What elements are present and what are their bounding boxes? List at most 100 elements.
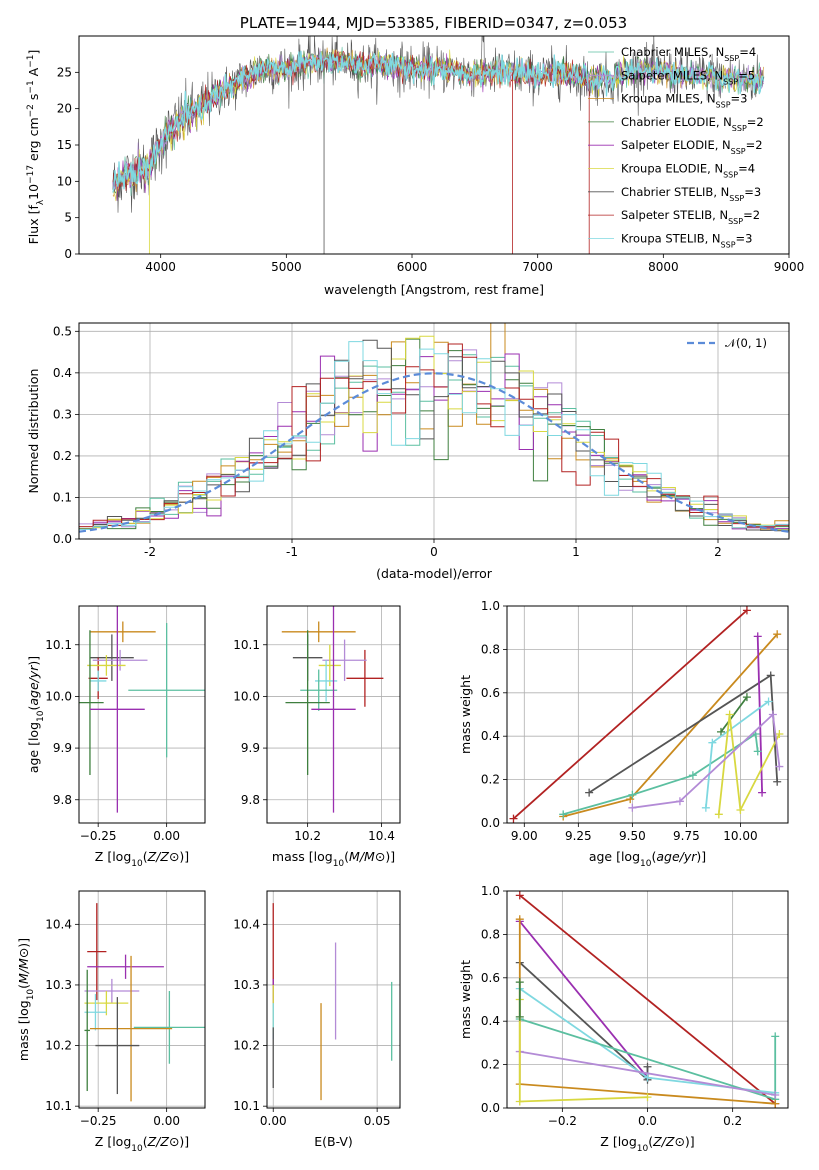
spectrum-series-line <box>112 49 764 202</box>
weight_vs_Z-ytick-label: 0.4 <box>481 1014 500 1028</box>
spectrum-xtick-label: 5000 <box>271 260 302 274</box>
spectrum-ytick-label: 25 <box>57 65 72 79</box>
weight_vs_Z-ytick-label: 1.0 <box>481 884 500 898</box>
weight-marker <box>714 810 723 819</box>
weight_vs_age-xtick-label: 9.00 <box>511 829 538 843</box>
weight-marker <box>766 671 775 680</box>
age_vs_Z-ytick-label: 9.8 <box>53 793 72 807</box>
mass_vs_EBV-marks <box>272 903 393 1101</box>
age-vs-mass-panel: 10.2 10.4 9.8 9.9 10.0 10.1 mass [log10(M/M⊙)] <box>233 605 401 869</box>
weight_vs_age-ytick-label: 0.0 <box>481 816 500 830</box>
age_vs_Z-ytick-label: 9.9 <box>53 741 72 755</box>
weight-marker <box>515 1012 524 1021</box>
errorbar-point <box>346 649 384 707</box>
errorbar-point <box>84 991 129 1016</box>
weight_vs_age-xtick-label: 9.50 <box>619 829 646 843</box>
residuals-panel: -2 -1 0 1 2 0.0 0.1 0.2 0.3 0.4 0.5 𝒩(0, 1) (data-mo… <box>26 322 790 581</box>
errorbar-point <box>84 978 140 1004</box>
spectrum-legend: Chabrier MILES, NSSP=4 Salpeter MILES, NS… <box>588 45 764 249</box>
legend-entry: Kroupa ELODIE, NSSP=4 <box>621 162 755 180</box>
mass_vs_Z-xtick-label: −0.25 <box>80 1114 117 1128</box>
weight_vs_Z-xtick-label: −0.2 <box>548 1114 577 1128</box>
legend-entry: Salpeter MILES, NSSP=5 <box>621 68 755 86</box>
weight-marker <box>758 788 767 797</box>
mass_vs_Z-ytick-label: 10.4 <box>45 917 72 931</box>
residuals-ytick-label: 0.0 <box>53 532 72 546</box>
legend-entry: Salpeter STELIB, NSSP=2 <box>621 208 760 226</box>
normal-reference-curve <box>79 372 789 533</box>
weight_vs_age-ytick-label: 0.6 <box>481 686 500 700</box>
spectrum-series-line <box>112 50 765 193</box>
age_vs_mass-ytick-label: 10.0 <box>233 689 260 703</box>
weight_vs_Z-marks <box>515 891 780 1108</box>
spectrum-xtick-label: 8000 <box>648 260 679 274</box>
errorbar-point <box>92 649 148 671</box>
mass_vs_EBV-ytick-label: 10.4 <box>233 917 260 931</box>
spectrum-xtick-label: 6000 <box>397 260 428 274</box>
errorbar-point <box>89 955 173 1102</box>
weight-vs-metallicity-panel: −0.2 0.0 0.2 0.0 0.2 0.4 0.6 0.8 1.0 Z [log10(Z/Z… <box>458 884 789 1154</box>
errorbar-point <box>89 670 107 692</box>
mass_vs_Z-xlabel: Z [log10(Z/Z⊙)] <box>95 1134 189 1154</box>
spectrum-marks <box>112 36 765 254</box>
weight_vs_Z-xtick-label: 0.2 <box>723 1114 742 1128</box>
weight_vs_Z-ytick-label: 0.8 <box>481 927 500 941</box>
weight-marker <box>771 1099 780 1108</box>
weight-series-line <box>717 714 781 815</box>
age_vs_Z-xtick-label: −0.25 <box>80 829 117 843</box>
weight_vs_age-ylabel: mass weight <box>458 675 473 754</box>
age_vs_mass-xlabel: mass [log10(M/M⊙)] <box>272 849 395 869</box>
weight-marker <box>771 1032 780 1041</box>
weight-marker <box>643 1062 652 1071</box>
weight_vs_age-xlabel: age [log10(age/yr)] <box>589 849 706 869</box>
weight-series-line <box>519 1050 776 1096</box>
mass_vs_Z-ytick-label: 10.1 <box>45 1099 72 1113</box>
age_vs_Z-axes-frame <box>78 605 206 824</box>
legend-entry: Chabrier MILES, NSSP=4 <box>621 45 756 63</box>
weight-marker <box>775 730 784 739</box>
errorbar-point <box>311 606 356 813</box>
weight-marker <box>753 632 762 641</box>
mass_vs_EBV-ytick-label: 10.1 <box>233 1099 260 1113</box>
weight-marker <box>643 1073 652 1082</box>
residuals-ytick-label: 0.2 <box>53 449 72 463</box>
errorbar-point <box>87 655 126 676</box>
spectrum-xtick-label: 4000 <box>145 260 176 274</box>
age_vs_Z-ytick-label: 10.0 <box>45 689 72 703</box>
mass-vs-metallicity-panel: −0.25 0.00 10.1 10.2 10.3 10.4 Z [log10(Z/Z⊙)]… <box>16 890 206 1154</box>
errorbar-point <box>281 621 356 643</box>
weight-marker <box>725 710 734 719</box>
weight-marker <box>628 790 637 799</box>
residuals-ytick-label: 0.3 <box>53 407 72 421</box>
weight_vs_age-ytick-label: 0.4 <box>481 729 500 743</box>
weight-marker <box>742 693 751 702</box>
weight-marker <box>701 803 710 812</box>
weight-marker <box>688 771 697 780</box>
weight-marker <box>773 630 782 639</box>
weight-marker <box>585 788 594 797</box>
errorbar-point <box>87 954 164 979</box>
weight-marker <box>764 697 773 706</box>
errorbar-point <box>300 669 338 711</box>
residuals-xtick-label: 2 <box>714 545 722 559</box>
errorbar-point <box>84 994 107 1031</box>
residuals-xtick-label: 1 <box>572 545 580 559</box>
weight-marker <box>742 606 751 615</box>
weight_vs_Z-xtick-label: 0.0 <box>638 1114 657 1128</box>
weight_vs_Z-ylabel: mass weight <box>458 960 473 1039</box>
errorbar-point <box>89 606 145 813</box>
spectrum-ytick-label: 0 <box>64 247 72 261</box>
legend-entry: Salpeter ELODIE, NSSP=2 <box>621 138 763 156</box>
weight-marker <box>515 891 524 900</box>
weight_vs_Z-ytick-label: 0.2 <box>481 1058 500 1072</box>
weight-marker <box>515 915 524 924</box>
legend-entry: Chabrier ELODIE, NSSP=2 <box>621 115 764 132</box>
spectrum-xtick-label: 7000 <box>522 260 553 274</box>
residuals-xtick-label: -2 <box>144 545 156 559</box>
mass_vs_EBV-xlabel: E(B-V) <box>314 1134 353 1149</box>
weight_vs_age-ytick-label: 1.0 <box>481 599 500 613</box>
mass-vs-extinction-panel: 0.00 0.05 10.1 10.2 10.3 10.4 E(B-V) <box>233 890 401 1149</box>
errorbar-point <box>318 644 341 687</box>
legend-entry: Kroupa MILES, NSSP=3 <box>621 92 747 110</box>
age_vs_Z-xlabel: Z [log10(Z/Z⊙)] <box>95 849 189 869</box>
